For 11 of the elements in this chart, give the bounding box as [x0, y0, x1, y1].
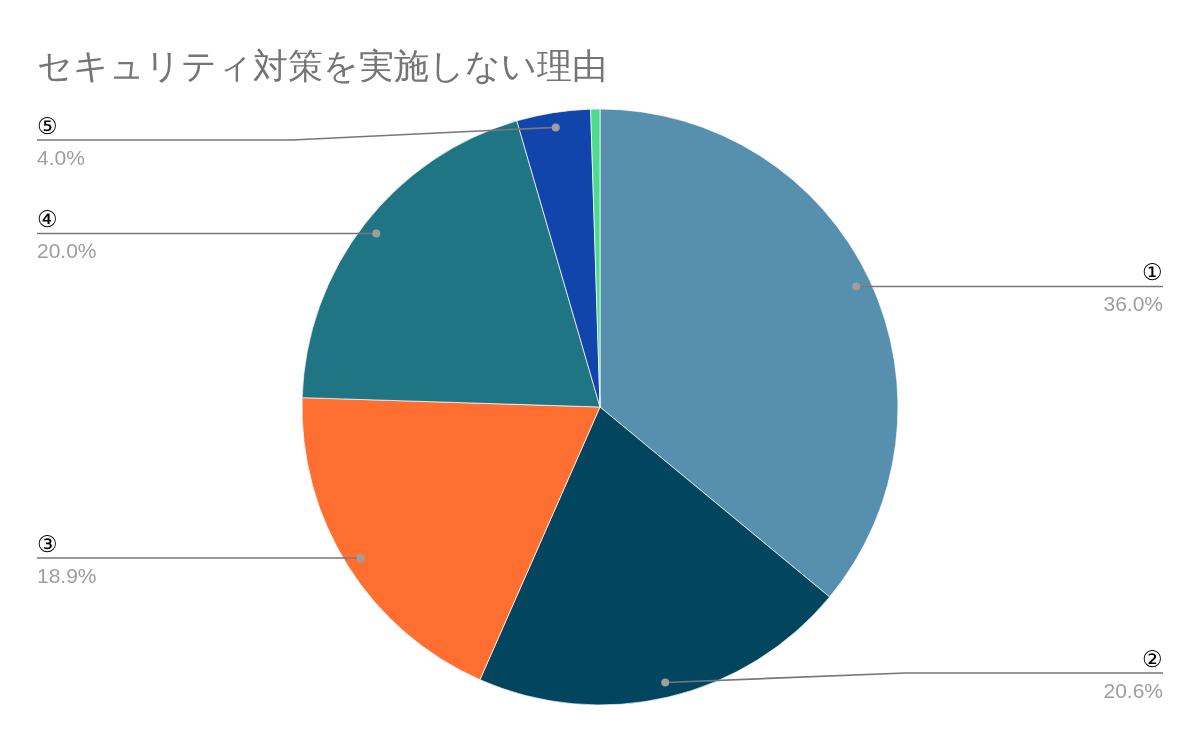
slice-label: ④	[37, 206, 58, 233]
slice-label: ①	[1142, 259, 1163, 286]
slice-label: ③	[37, 530, 58, 557]
data-label: 20.6%	[1103, 679, 1163, 702]
slice-label: ②	[1142, 646, 1163, 672]
data-label: 18.9%	[37, 563, 97, 587]
data-label: 36.0%	[1103, 292, 1163, 316]
chart-title: セキュリティ対策を実施しない理由	[37, 46, 607, 85]
data-label: 20.0%	[37, 239, 97, 263]
data-label: 4.0%	[37, 146, 85, 169]
slice-label: ⑤	[37, 113, 58, 139]
